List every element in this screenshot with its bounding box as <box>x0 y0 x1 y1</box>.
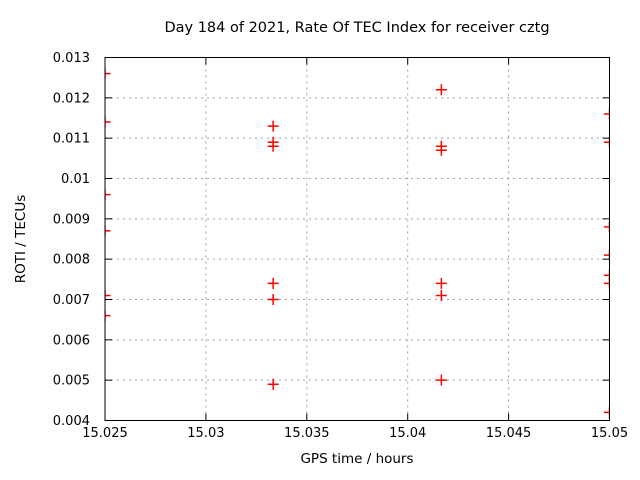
data-point-marker <box>267 140 279 152</box>
data-point-marker <box>435 84 447 96</box>
x-axis-tick-labels: 15.025 15.03 15.035 15.04 15.045 15.05 <box>82 426 628 441</box>
plot-frame <box>104 57 610 421</box>
data-point-marker <box>435 374 447 386</box>
data-point-marker <box>105 116 111 128</box>
chart-title: Day 184 of 2021, Rate Of TEC Index for r… <box>164 20 549 36</box>
gridlines <box>104 57 610 421</box>
y-tick-label: 0.006 <box>53 333 90 348</box>
data-point-marker <box>435 277 447 289</box>
plot-border <box>104 57 610 421</box>
data-point-marker <box>105 289 111 301</box>
data-point-marker <box>604 108 610 120</box>
y-tick-label: 0.011 <box>53 132 90 147</box>
x-tick-label: 15.025 <box>82 426 128 441</box>
x-tick-label: 15.05 <box>591 426 628 441</box>
data-point-marker <box>267 378 279 390</box>
data-point-marker <box>267 277 279 289</box>
x-tick-label: 15.03 <box>187 426 224 441</box>
data-point-marker <box>604 269 610 281</box>
data-point-marker <box>604 406 610 418</box>
data-point-marker <box>105 68 111 80</box>
x-tick-label: 15.035 <box>284 426 330 441</box>
data-point-marker <box>105 189 111 201</box>
data-point-marker <box>267 294 279 305</box>
x-axis-title: GPS time / hours <box>300 451 413 467</box>
y-tick-label: 0.007 <box>53 293 90 308</box>
y-tick-label: 0.009 <box>53 212 90 227</box>
x-tick-label: 15.04 <box>389 426 426 441</box>
x-tick-label: 15.045 <box>486 426 532 441</box>
data-point-marker <box>267 120 279 132</box>
y-tick-label: 0.008 <box>53 253 90 268</box>
data-point-marker <box>604 136 610 148</box>
y-tick-label: 0.005 <box>53 374 90 389</box>
y-tick-label: 0.004 <box>53 414 90 429</box>
axis-ticks <box>104 57 610 421</box>
y-tick-label: 0.01 <box>61 172 90 187</box>
data-point-marker <box>604 249 610 261</box>
data-point-marker <box>105 225 111 237</box>
data-point-marker <box>435 289 447 301</box>
data-point-marker <box>604 277 610 289</box>
data-point-marker <box>604 221 610 233</box>
y-axis-title: ROTI / TECUs <box>13 195 29 283</box>
y-tick-label: 0.013 <box>53 51 90 66</box>
data-point-marker <box>435 144 447 156</box>
y-axis-tick-labels: 0.004 0.005 0.006 0.007 0.008 0.009 0.01 0.011 0… <box>53 51 90 429</box>
y-tick-label: 0.012 <box>53 91 90 106</box>
data-point-marker <box>105 310 111 322</box>
data-points <box>105 68 610 418</box>
